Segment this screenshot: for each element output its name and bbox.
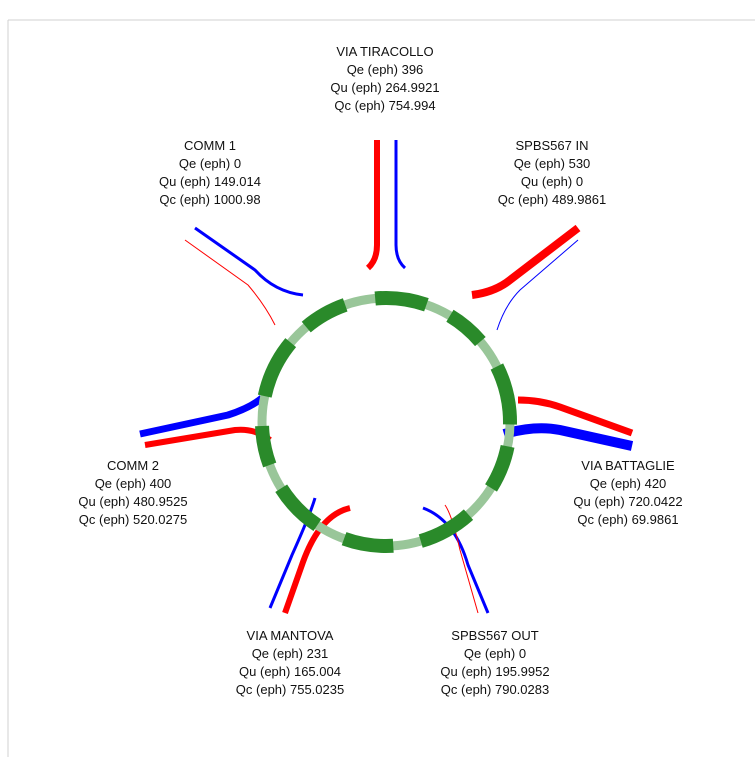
arm-flow: Qu (eph) 195.9952 <box>440 664 549 679</box>
arm-line <box>496 239 579 331</box>
arm-name: VIA TIRACOLLO <box>336 44 433 59</box>
arm-flow: Qu (eph) 480.9525 <box>78 494 187 509</box>
arm-name: VIA BATTAGLIE <box>581 458 675 473</box>
arm-line <box>139 395 265 438</box>
arm-flow: Qc (eph) 69.9861 <box>577 512 678 527</box>
arm-flow: Qe (eph) 0 <box>464 646 526 661</box>
arm-flow: Qe (eph) 400 <box>95 476 172 491</box>
arm-flow: Qc (eph) 755.0235 <box>236 682 344 697</box>
arm-flow: Qe (eph) 530 <box>514 156 591 171</box>
arm-line <box>394 140 407 270</box>
labels: VIA TIRACOLLO Qe (eph) 396 Qu (eph) 264.99… <box>78 44 682 697</box>
arm-flow: Qc (eph) 489.9861 <box>498 192 606 207</box>
arm-flow: Qc (eph) 520.0275 <box>79 512 187 527</box>
arm-flow: Qu (eph) 165.004 <box>239 664 341 679</box>
arm-flow: Qu (eph) 0 <box>521 174 583 189</box>
arm-flow: Qe (eph) 0 <box>179 156 241 171</box>
arm-line <box>184 239 276 326</box>
arm-name: VIA MANTOVA <box>247 628 334 643</box>
arm-flow: Qe (eph) 420 <box>590 476 667 491</box>
arm-flow: Qu (eph) 264.9921 <box>330 80 439 95</box>
arm-line <box>194 226 304 297</box>
arm-line <box>517 396 634 437</box>
arm-flow: Qe (eph) 396 <box>347 62 424 77</box>
arm-line <box>471 224 581 299</box>
arm-flow: Qc (eph) 790.0283 <box>441 682 549 697</box>
arm-name: COMM 2 <box>107 458 159 473</box>
ring-flow <box>255 291 517 553</box>
arm-name: SPBS567 OUT <box>451 628 538 643</box>
arm-line <box>502 423 634 451</box>
arm-flow: Qu (eph) 149.014 <box>159 174 261 189</box>
arm-name: COMM 1 <box>184 138 236 153</box>
arm-flow: Qe (eph) 231 <box>252 646 329 661</box>
arm-flow: Qc (eph) 754.994 <box>334 98 435 113</box>
arm-name: SPBS567 IN <box>516 138 589 153</box>
arm-flow: Qc (eph) 1000.98 <box>159 192 260 207</box>
arm-flow: Qu (eph) 720.0422 <box>573 494 682 509</box>
arm-line <box>365 140 380 271</box>
